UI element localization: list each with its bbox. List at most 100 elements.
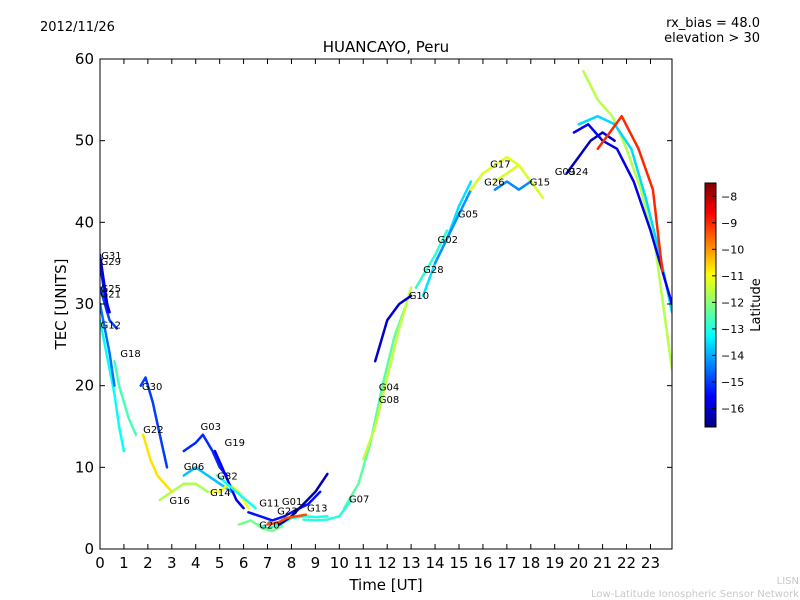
series-line-g20 xyxy=(237,519,284,533)
series-line-g21 xyxy=(100,302,116,387)
series-line-g32 xyxy=(216,474,257,510)
y-tick-label: 20 xyxy=(75,377,94,395)
satellite-label: G12 xyxy=(101,321,121,332)
series-line-g30 xyxy=(139,376,169,469)
satellite-label: G22 xyxy=(143,425,163,436)
rx-bias-label: rx_bias = 48.0 xyxy=(666,16,760,31)
x-tick-label: 13 xyxy=(402,554,421,572)
satellite-label: G16 xyxy=(169,496,189,507)
series-line-g10 xyxy=(373,294,413,363)
x-tick-label: 16 xyxy=(473,554,492,572)
x-tick-label: 22 xyxy=(617,554,636,572)
chart-title: HUANCAYO, Peru xyxy=(323,38,449,56)
x-tick-label: 7 xyxy=(263,554,273,572)
series-line-g06 xyxy=(182,466,233,494)
colorbar-label: Latitude xyxy=(749,278,764,332)
satellite-label: G03 xyxy=(201,422,221,433)
series-line-g04 xyxy=(342,302,408,510)
x-tick-label: 1 xyxy=(119,554,129,572)
series-line-g19 xyxy=(213,449,245,510)
satellite-label: G11 xyxy=(259,499,279,510)
series-line-g08 xyxy=(362,286,413,461)
y-tick-label: 60 xyxy=(75,50,94,68)
satellite-label: G02 xyxy=(438,235,458,246)
date-label: 2012/11/26 xyxy=(40,20,115,35)
colorbar-tick-label: −14 xyxy=(721,349,744,362)
x-axis-label: Time [UT] xyxy=(348,576,422,594)
x-tick-label: 20 xyxy=(569,554,588,572)
y-axis-label: TEC [UNITS] xyxy=(52,259,70,351)
satellite-label: G04 xyxy=(379,383,399,394)
satellite-label: G31 xyxy=(101,251,121,262)
satellite-label: G13 xyxy=(307,503,327,514)
series-line-g23 xyxy=(266,513,308,526)
x-tick-label: 5 xyxy=(215,554,225,572)
x-tick-label: 21 xyxy=(593,554,612,572)
x-tick-label: 15 xyxy=(449,554,468,572)
x-tick-label: 4 xyxy=(191,554,201,572)
satellite-label: G17 xyxy=(490,160,510,171)
satellite-label: G21 xyxy=(101,290,121,301)
series-line-g28 xyxy=(414,229,449,289)
satellite-label: G15 xyxy=(530,178,550,189)
satellite-label: G28 xyxy=(423,265,443,276)
axis-ticks: 0 1 2 3 4 5 6 7 8 9 10 11 12 13 14 15 16 17 18 19 20 21 22 2301… xyxy=(75,50,672,572)
series-line-g24b xyxy=(572,123,672,306)
series-line-g07 xyxy=(302,498,353,522)
x-tick-label: 3 xyxy=(167,554,177,572)
satellite-label: G30 xyxy=(142,382,162,393)
satellite-label: G23 xyxy=(277,507,297,518)
satellite-label: G24 xyxy=(568,167,588,178)
satellite-label: G20 xyxy=(259,521,279,532)
series-line-g11 xyxy=(247,490,322,522)
colorbar-tick-label: −15 xyxy=(721,376,744,389)
x-tick-label: 17 xyxy=(497,554,516,572)
x-tick-label: 8 xyxy=(287,554,297,572)
footer-org-full: Low-Latitude Ionospheric Sensor Network xyxy=(591,589,799,600)
satellite-label: G06 xyxy=(184,462,204,473)
y-tick-label: 40 xyxy=(75,213,94,231)
y-tick-label: 10 xyxy=(75,458,94,476)
series-line-g31 xyxy=(100,253,111,314)
elevation-label: elevation > 30 xyxy=(664,31,760,46)
colorbar-ticks: −16 −15 −14 −13 −12 −11 −10 −9 −8 xyxy=(712,190,744,415)
series-line-g18 xyxy=(113,359,138,436)
series-layer xyxy=(100,70,672,533)
satellite-label: G19 xyxy=(225,438,245,449)
x-tick-label: 19 xyxy=(545,554,564,572)
y-tick-label: 0 xyxy=(84,540,94,558)
x-tick-label: 12 xyxy=(378,554,397,572)
colorbar-tick-label: −16 xyxy=(721,402,744,415)
x-tick-label: 10 xyxy=(330,554,349,572)
colorbar-tick-label: −10 xyxy=(721,243,744,256)
satellite-label: G29 xyxy=(101,257,121,268)
x-tick-label: 18 xyxy=(521,554,540,572)
x-tick-label: 23 xyxy=(641,554,660,572)
satellite-label: G14 xyxy=(210,488,230,499)
colorbar-tick-label: −9 xyxy=(721,217,737,230)
satellite-label: G18 xyxy=(120,349,140,360)
satellite-label: G05 xyxy=(458,209,478,220)
colorbar-tick-label: −8 xyxy=(721,190,737,203)
satellite-label: G01 xyxy=(282,497,302,508)
satellite-label: G32 xyxy=(217,472,237,483)
x-tick-label: 14 xyxy=(426,554,445,572)
y-tick-label: 50 xyxy=(75,132,94,150)
y-tick-label: 30 xyxy=(75,295,94,313)
latitude-colorbar xyxy=(704,182,717,428)
satellite-label: G07 xyxy=(349,494,369,505)
satellite-label: G09 xyxy=(555,167,575,178)
x-tick-label: 2 xyxy=(143,554,153,572)
series-line-g03 xyxy=(182,433,229,477)
colorbar-tick-label: −13 xyxy=(721,323,744,336)
footer-org-short: LISN xyxy=(777,576,799,587)
x-tick-label: 11 xyxy=(354,554,373,572)
colorbar-tick-label: −12 xyxy=(721,296,744,309)
satellite-label: G10 xyxy=(409,291,429,302)
series-line-g17 xyxy=(469,155,521,191)
series-line-g22 xyxy=(141,433,174,494)
satellite-label: G26 xyxy=(484,178,504,189)
series-line-g12 xyxy=(100,319,126,453)
